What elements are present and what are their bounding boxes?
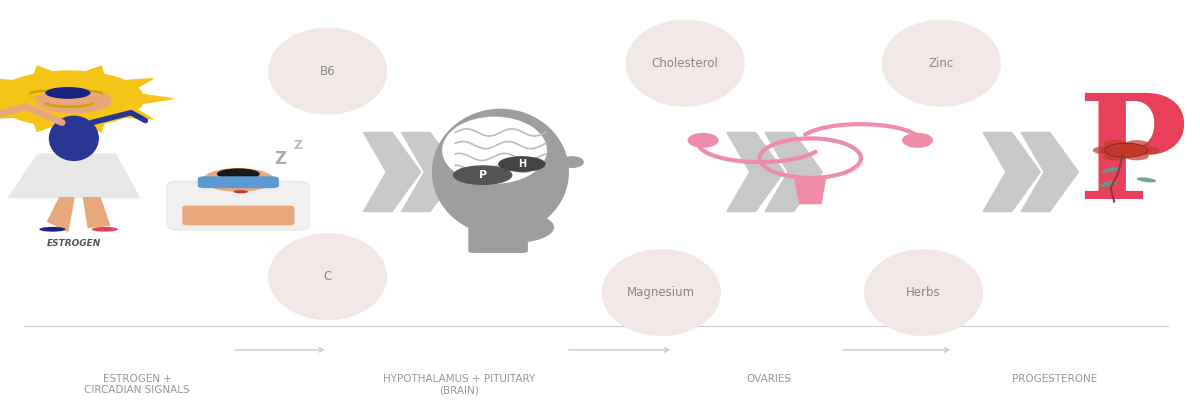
Ellipse shape xyxy=(470,212,554,243)
Text: Magnesium: Magnesium xyxy=(628,286,696,299)
Text: PROGESTERONE: PROGESTERONE xyxy=(1012,374,1097,384)
Polygon shape xyxy=(402,132,458,212)
Polygon shape xyxy=(0,79,17,88)
Circle shape xyxy=(1124,140,1148,148)
Polygon shape xyxy=(1021,132,1079,212)
Ellipse shape xyxy=(234,190,248,193)
Text: ESTROGEN: ESTROGEN xyxy=(47,239,101,248)
Text: H: H xyxy=(518,159,526,169)
Polygon shape xyxy=(34,121,59,132)
FancyBboxPatch shape xyxy=(468,225,528,253)
Ellipse shape xyxy=(1100,181,1116,187)
Ellipse shape xyxy=(91,227,118,232)
Polygon shape xyxy=(794,177,826,204)
Text: Zinc: Zinc xyxy=(929,57,954,70)
Ellipse shape xyxy=(46,87,90,99)
Ellipse shape xyxy=(864,249,983,336)
Ellipse shape xyxy=(432,109,569,235)
Ellipse shape xyxy=(882,20,1001,107)
Ellipse shape xyxy=(442,117,547,184)
FancyBboxPatch shape xyxy=(167,181,310,230)
Polygon shape xyxy=(143,94,173,103)
Circle shape xyxy=(1104,140,1127,148)
Ellipse shape xyxy=(49,116,98,161)
Circle shape xyxy=(1104,152,1127,160)
Ellipse shape xyxy=(40,227,66,232)
Ellipse shape xyxy=(601,249,721,336)
Ellipse shape xyxy=(0,70,144,127)
Polygon shape xyxy=(84,198,109,227)
Circle shape xyxy=(1105,143,1147,157)
Ellipse shape xyxy=(902,133,934,148)
Ellipse shape xyxy=(560,156,584,168)
Ellipse shape xyxy=(217,168,259,180)
Text: ESTROGEN +
CIRCADIAN SIGNALS: ESTROGEN + CIRCADIAN SIGNALS xyxy=(84,374,190,395)
Ellipse shape xyxy=(268,28,388,115)
Text: HYPOTHALAMUS + PITUITARY
(BRAIN): HYPOTHALAMUS + PITUITARY (BRAIN) xyxy=(383,374,535,395)
Polygon shape xyxy=(766,132,822,212)
Circle shape xyxy=(452,165,512,185)
Text: OVARIES: OVARIES xyxy=(746,374,791,384)
Polygon shape xyxy=(48,198,74,231)
Text: P: P xyxy=(1078,88,1187,229)
Polygon shape xyxy=(727,132,784,212)
Text: Herbs: Herbs xyxy=(906,286,941,299)
FancyBboxPatch shape xyxy=(182,206,294,225)
Circle shape xyxy=(203,168,274,192)
Circle shape xyxy=(1124,152,1148,160)
Polygon shape xyxy=(983,132,1040,212)
Circle shape xyxy=(1135,146,1159,154)
Ellipse shape xyxy=(29,96,50,100)
Text: B6: B6 xyxy=(320,65,336,78)
Ellipse shape xyxy=(625,20,745,107)
Circle shape xyxy=(1093,146,1116,154)
Polygon shape xyxy=(121,110,152,119)
Polygon shape xyxy=(0,110,17,119)
Ellipse shape xyxy=(1102,167,1120,173)
Circle shape xyxy=(498,156,546,172)
Polygon shape xyxy=(79,121,104,132)
Text: Z: Z xyxy=(293,139,302,152)
Polygon shape xyxy=(34,66,59,77)
Ellipse shape xyxy=(688,133,719,148)
Text: P: P xyxy=(479,170,487,180)
FancyBboxPatch shape xyxy=(198,176,278,188)
Ellipse shape xyxy=(268,233,388,320)
Text: Cholesterol: Cholesterol xyxy=(652,57,719,70)
Ellipse shape xyxy=(1136,178,1156,182)
Polygon shape xyxy=(121,79,152,88)
Text: Z: Z xyxy=(274,150,286,168)
Text: C: C xyxy=(324,270,332,283)
Ellipse shape xyxy=(80,96,101,100)
Polygon shape xyxy=(364,132,421,212)
Circle shape xyxy=(36,88,112,114)
Polygon shape xyxy=(79,66,104,77)
Polygon shape xyxy=(8,154,139,198)
